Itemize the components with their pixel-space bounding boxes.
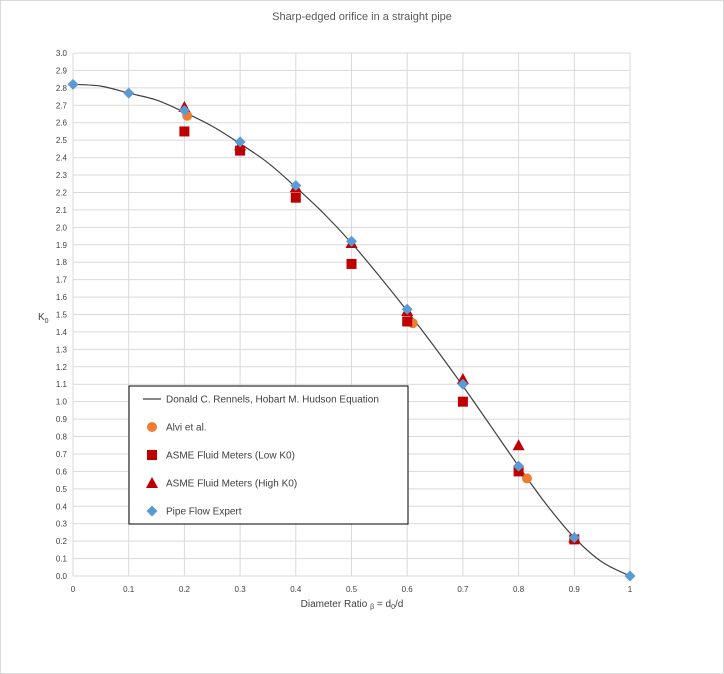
legend-item: ASME Fluid Meters (Low K0) xyxy=(147,450,295,462)
data-point-square xyxy=(346,258,357,269)
y-tick-label: 0.8 xyxy=(56,433,68,442)
data-point-square xyxy=(402,316,413,327)
legend-item: Pipe Flow Expert xyxy=(146,505,242,518)
x-tick-label: 0.4 xyxy=(290,585,302,594)
data-point-diamond xyxy=(513,460,525,472)
legend-item: Donald C. Rennels, Hobart M. Hudson Equa… xyxy=(143,395,379,406)
series-diamond xyxy=(67,78,636,582)
data-point-diamond xyxy=(178,105,190,117)
y-tick-label: 1.5 xyxy=(56,311,68,320)
y-tick-label: 0.5 xyxy=(56,485,68,494)
x-tick-label: 0.8 xyxy=(513,585,525,594)
y-tick-label: 1.1 xyxy=(56,380,68,389)
x-axis-label: Diameter Ratio β = d0/d xyxy=(301,599,404,612)
y-tick-label: 0.1 xyxy=(56,555,68,564)
chart-title: Sharp-edged orifice in a straight pipe xyxy=(272,11,452,23)
x-tick-label: 0.2 xyxy=(179,585,191,594)
legend-diamond-swatch xyxy=(146,505,158,517)
data-point-diamond xyxy=(123,87,135,99)
data-point-diamond xyxy=(624,570,636,582)
x-tick-label: 0.9 xyxy=(569,585,581,594)
data-point-diamond xyxy=(401,303,413,315)
y-axis-label: K0 xyxy=(38,312,49,325)
y-tick-label: 1.7 xyxy=(56,276,68,285)
data-point-square xyxy=(235,145,246,156)
y-tick-label: 1.8 xyxy=(56,258,68,267)
y-tick-label: 2.0 xyxy=(56,223,68,232)
data-point-circle xyxy=(521,473,532,484)
data-point-diamond xyxy=(568,532,580,544)
y-tick-label: 2.3 xyxy=(56,171,68,180)
legend-box xyxy=(128,385,409,525)
y-tick-labels: 0.0 0.1 0.2 0.3 0.4 0.5 0.6 0.7 0.8 0.9 1.0 1.1 1.2 1… xyxy=(56,49,68,581)
legend-label: Donald C. Rennels, Hobart M. Hudson Equa… xyxy=(166,395,379,406)
y-tick-label: 0.7 xyxy=(56,450,68,459)
y-tick-label: 2.5 xyxy=(56,136,68,145)
x-tick-label: 0 xyxy=(71,585,76,594)
y-tick-label: 2.2 xyxy=(56,188,68,197)
y-tick-label: 2.4 xyxy=(56,154,68,163)
legend-label: Alvi et al. xyxy=(166,423,207,434)
data-point-triangle xyxy=(456,373,469,385)
y-tick-label: 3.0 xyxy=(56,49,68,58)
legend-label: ASME Fluid Meters (High K0) xyxy=(166,479,297,490)
data-point-square xyxy=(457,396,468,407)
y-tick-label: 2.7 xyxy=(56,101,68,110)
y-tick-label: 1.9 xyxy=(56,241,68,250)
x-tick-label: 0.5 xyxy=(346,585,358,594)
y-tick-label: 0.0 xyxy=(56,572,68,581)
data-point-diamond xyxy=(234,136,246,148)
data-point-diamond xyxy=(346,235,357,247)
data-point-triangle xyxy=(512,439,525,451)
data-point-square xyxy=(290,192,301,203)
legend-square-swatch xyxy=(147,450,157,460)
legend-circle-swatch xyxy=(147,422,157,432)
legend-label: Pipe Flow Expert xyxy=(166,507,242,518)
y-tick-label: 1.0 xyxy=(56,398,68,407)
y-tick-label: 0.2 xyxy=(56,537,68,546)
y-tick-label: 2.6 xyxy=(56,119,68,128)
legend-label: ASME Fluid Meters (Low K0) xyxy=(166,451,295,462)
legend: Donald C. Rennels, Hobart M. Hudson Equa… xyxy=(128,385,409,525)
legend-triangle-swatch xyxy=(146,477,158,488)
legend-item: ASME Fluid Meters (High K0) xyxy=(146,477,297,490)
series xyxy=(67,78,636,582)
y-tick-label: 2.8 xyxy=(56,84,68,93)
y-tick-label: 1.4 xyxy=(56,328,68,337)
y-tick-label: 1.3 xyxy=(56,345,68,354)
y-tick-label: 2.9 xyxy=(56,66,68,75)
x-tick-label: 0.3 xyxy=(235,585,247,594)
data-point-square xyxy=(179,126,190,137)
y-tick-label: 2.1 xyxy=(56,206,68,215)
x-tick-label: 0.6 xyxy=(402,585,414,594)
y-tick-label: 1.2 xyxy=(56,363,68,372)
y-tick-label: 0.3 xyxy=(56,520,68,529)
data-point-diamond xyxy=(290,179,302,191)
y-tick-label: 0.4 xyxy=(56,502,68,511)
x-tick-label: 0.7 xyxy=(457,585,469,594)
y-tick-label: 0.9 xyxy=(56,415,68,424)
legend-item: Alvi et al. xyxy=(147,422,207,434)
data-point-diamond xyxy=(457,378,469,390)
x-tick-label: 0.1 xyxy=(123,585,135,594)
y-tick-label: 0.6 xyxy=(56,467,68,476)
data-point-diamond xyxy=(67,78,79,90)
x-tick-labels: 0 0.1 0.2 0.3 0.4 0.5 0.6 0.7 0.8 0.9 1 xyxy=(71,585,633,594)
y-tick-label: 1.6 xyxy=(56,293,68,302)
x-tick-label: 1 xyxy=(628,585,633,594)
